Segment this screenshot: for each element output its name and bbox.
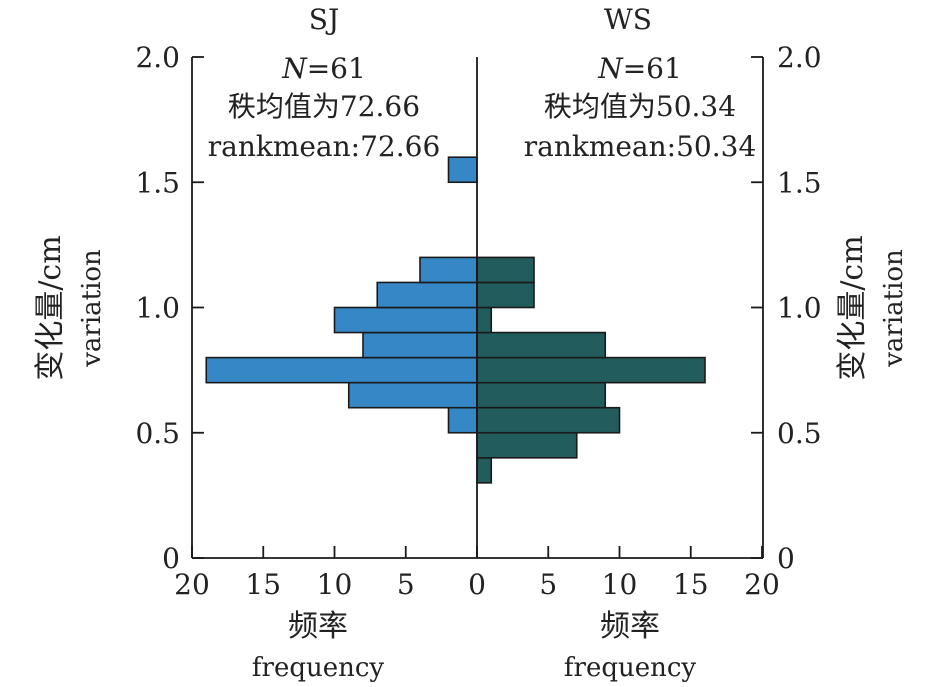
- bar-sj-0.5: [447, 406, 478, 434]
- xlabel-cn-right: 频率: [600, 609, 660, 644]
- bar-ws-1.1: [476, 256, 535, 284]
- xlabel-en-left: frequency: [252, 653, 385, 683]
- x-tick-label-left: 5: [397, 568, 415, 601]
- xlabel-cn-left: 频率: [288, 609, 348, 644]
- y-tick-label-right: 2.0: [777, 41, 822, 74]
- ws-rankmean-cn: 秩均值为50.34: [544, 90, 736, 123]
- y-tick-label-right: 1.0: [777, 292, 822, 325]
- bar-sj-1.5: [447, 156, 478, 184]
- bar-ws-0.3: [476, 456, 493, 484]
- sj-n-symbol: N: [281, 52, 308, 85]
- x-tick-label-left: 0: [468, 568, 486, 601]
- x-tick-label-right: 10: [602, 568, 638, 601]
- y-tick-label-left: 1.5: [135, 166, 180, 199]
- bar-sj-1.0: [376, 281, 478, 309]
- ylabel-en-right: variation: [879, 249, 909, 368]
- sj-rankmean-en: rankmean:72.66: [208, 130, 441, 163]
- y-tick-label-left: 0: [162, 542, 180, 575]
- ws-n-value: =61: [623, 52, 682, 85]
- x-tick-label-left: 20: [174, 568, 210, 601]
- y-tick-label-right: 0: [777, 542, 795, 575]
- ws-n-label: N=61: [597, 52, 682, 85]
- y-tick-label-left: 0.5: [135, 417, 180, 450]
- bar-ws-0.7: [476, 356, 706, 384]
- y-tick-label-right: 0.5: [777, 417, 822, 450]
- series-title-ws: WS: [604, 3, 652, 36]
- xlabel-en-right: frequency: [564, 653, 697, 683]
- bar-ws-0.4: [476, 431, 578, 459]
- bar-sj-0.6: [347, 381, 478, 409]
- x-tick-label-right: 15: [673, 568, 709, 601]
- axes: [191, 56, 764, 559]
- bar-sj-0.9: [333, 306, 478, 334]
- sj-n-value: =61: [307, 52, 366, 85]
- sj-rankmean-cn: 秩均值为72.66: [228, 90, 420, 123]
- bar-sj-0.7: [205, 356, 478, 384]
- ws-n-symbol: N: [597, 52, 624, 85]
- bar-ws-0.5: [476, 406, 621, 434]
- ws-rankmean-en: rankmean:50.34: [524, 130, 757, 163]
- ylabel-cn-left: 变化量/cm: [33, 235, 68, 380]
- ylabel-en-left: variation: [77, 249, 107, 368]
- x-tick-label-left: 15: [245, 568, 281, 601]
- bar-ws-0.6: [476, 381, 607, 409]
- bar-sj-0.8: [362, 331, 478, 359]
- sj-n-label: N=61: [281, 52, 366, 85]
- bar-sj-1.1: [419, 256, 478, 284]
- bar-ws-0.8: [476, 331, 607, 359]
- ylabel-cn-right: 变化量/cm: [835, 235, 870, 380]
- bar-ws-0.9: [476, 306, 493, 334]
- x-tick-label-right: 5: [539, 568, 557, 601]
- y-tick-label-right: 1.5: [777, 166, 822, 199]
- bar-ws-1.0: [476, 281, 535, 309]
- x-tick-label-right: 20: [744, 568, 780, 601]
- y-tick-label-left: 2.0: [135, 41, 180, 74]
- sj-bars: [205, 156, 478, 434]
- x-tick-label-left: 10: [317, 568, 353, 601]
- series-title-sj: SJ: [309, 3, 339, 36]
- y-tick-label-left: 1.0: [135, 292, 180, 325]
- tick-labels: 0 0 0.5 0.5 1.0 1.0 1.5 1.5 2.0 2.0 20 15 10 5 0 5 10 15 2…: [135, 41, 821, 601]
- ws-bars: [476, 256, 706, 484]
